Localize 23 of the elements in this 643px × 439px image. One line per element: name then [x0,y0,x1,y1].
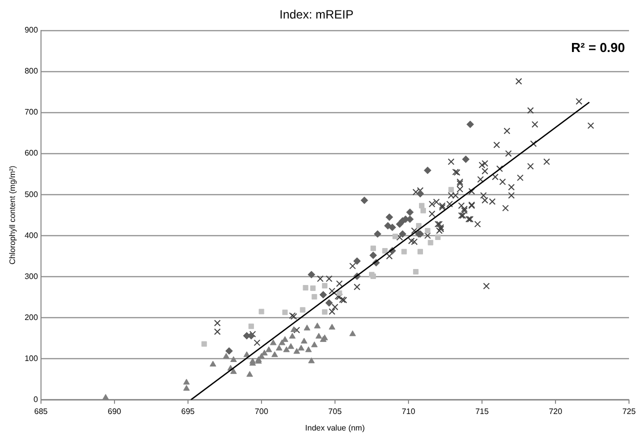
x-tick-label: 700 [254,406,269,416]
x-tick-label: 705 [328,406,342,416]
y-tick-label: 100 [24,354,38,363]
y-tick-label: 900 [24,26,38,35]
annotation: R² = 0.90 [571,40,625,55]
y-tick-label: 800 [24,66,38,76]
x-tick-label: 720 [548,406,563,416]
x-tick-label: 710 [402,406,416,416]
y-tick-label: 300 [24,272,38,281]
y-tick-label: 700 [24,108,38,117]
y-tick-label: 0 [33,395,38,404]
x-tick-label: 715 [475,406,490,416]
x-tick-label: 695 [181,406,196,416]
chart-title: Index: mREIP [279,8,354,22]
x-tick-label: 685 [34,406,48,416]
x-tick-label: 690 [108,406,122,416]
y-tick-label: 200 [24,312,38,322]
x-axis-title: Index value (nm) [305,423,366,432]
y-axis-title: Chlorophyll content (mg/m²) [8,165,18,264]
x-tick-label: 725 [622,406,636,416]
y-tick-label: 500 [24,190,38,199]
y-tick-label: 400 [24,230,38,240]
y-tick-label: 600 [24,148,38,158]
